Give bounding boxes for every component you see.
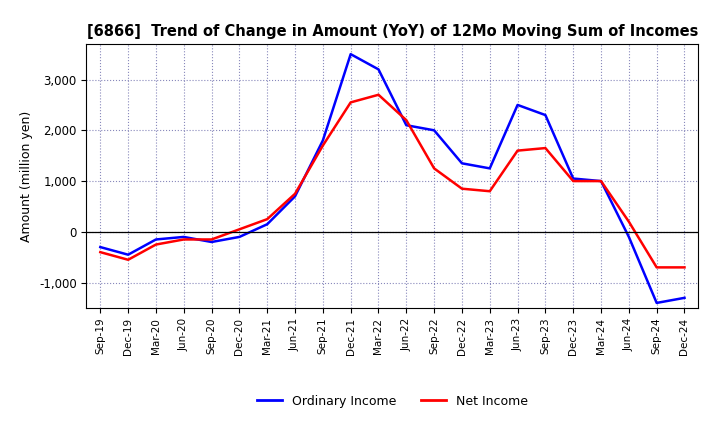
Ordinary Income	[541, 113, 550, 118]
Ordinary Income	[346, 51, 355, 57]
Legend: Ordinary Income, Net Income: Ordinary Income, Net Income	[252, 390, 533, 413]
Net Income	[541, 146, 550, 151]
Title: [6866]  Trend of Change in Amount (YoY) of 12Mo Moving Sum of Incomes: [6866] Trend of Change in Amount (YoY) o…	[86, 24, 698, 39]
Net Income	[152, 242, 161, 247]
Ordinary Income	[374, 67, 383, 72]
Ordinary Income	[402, 123, 410, 128]
Ordinary Income	[124, 252, 132, 257]
Ordinary Income	[318, 138, 327, 143]
Y-axis label: Amount (million yen): Amount (million yen)	[20, 110, 33, 242]
Ordinary Income	[152, 237, 161, 242]
Net Income	[318, 143, 327, 148]
Net Income	[374, 92, 383, 97]
Net Income	[680, 265, 689, 270]
Line: Ordinary Income: Ordinary Income	[100, 54, 685, 303]
Net Income	[513, 148, 522, 153]
Ordinary Income	[652, 300, 661, 305]
Ordinary Income	[207, 239, 216, 245]
Net Income	[291, 191, 300, 196]
Net Income	[402, 117, 410, 123]
Ordinary Income	[624, 234, 633, 239]
Net Income	[96, 249, 104, 255]
Net Income	[235, 227, 243, 232]
Net Income	[485, 189, 494, 194]
Ordinary Income	[263, 222, 271, 227]
Line: Net Income: Net Income	[100, 95, 685, 268]
Ordinary Income	[513, 102, 522, 107]
Ordinary Income	[430, 128, 438, 133]
Ordinary Income	[291, 194, 300, 199]
Ordinary Income	[485, 166, 494, 171]
Net Income	[124, 257, 132, 262]
Ordinary Income	[179, 234, 188, 239]
Net Income	[624, 219, 633, 224]
Ordinary Income	[235, 234, 243, 239]
Ordinary Income	[458, 161, 467, 166]
Ordinary Income	[569, 176, 577, 181]
Ordinary Income	[597, 179, 606, 184]
Net Income	[652, 265, 661, 270]
Ordinary Income	[680, 295, 689, 301]
Net Income	[179, 237, 188, 242]
Net Income	[569, 179, 577, 184]
Net Income	[597, 179, 606, 184]
Net Income	[458, 186, 467, 191]
Ordinary Income	[96, 245, 104, 250]
Net Income	[263, 216, 271, 222]
Net Income	[430, 166, 438, 171]
Net Income	[207, 237, 216, 242]
Net Income	[346, 100, 355, 105]
